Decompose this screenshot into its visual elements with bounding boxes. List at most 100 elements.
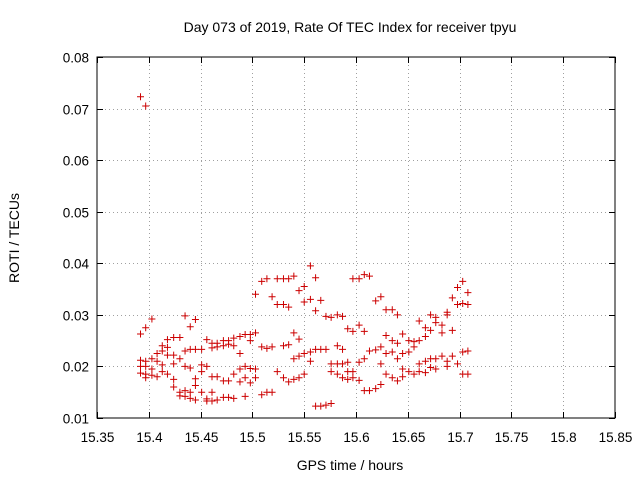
data-point — [421, 333, 429, 341]
data-point — [393, 311, 401, 319]
data-point — [300, 298, 308, 306]
data-point — [427, 326, 435, 334]
data-point — [163, 343, 171, 351]
data-point — [454, 284, 462, 292]
data-point — [230, 342, 238, 350]
data-point — [377, 293, 385, 301]
data-point — [339, 374, 347, 382]
data-point — [236, 350, 244, 358]
data-point — [273, 275, 281, 283]
data-point — [191, 382, 199, 390]
data-point — [327, 360, 335, 368]
data-point — [448, 294, 456, 302]
data-point — [344, 375, 352, 383]
data-point — [339, 345, 347, 353]
data-point — [148, 371, 156, 379]
data-point — [339, 360, 347, 368]
data-point — [344, 358, 352, 366]
data-point — [170, 383, 178, 391]
data-point — [208, 388, 216, 396]
data-point — [448, 352, 456, 360]
data-point — [198, 388, 206, 396]
x-tick-label: 15.85 — [599, 430, 633, 445]
data-point — [464, 347, 472, 355]
y-tick-label: 0.05 — [63, 206, 89, 221]
data-point — [213, 373, 221, 381]
data-point — [225, 340, 233, 348]
data-point — [317, 296, 325, 304]
data-point — [198, 368, 206, 376]
data-point — [258, 277, 266, 285]
data-point — [163, 336, 171, 344]
data-point — [230, 370, 238, 378]
data-point — [327, 368, 335, 376]
data-point — [252, 374, 260, 382]
data-point — [382, 306, 390, 314]
data-point — [203, 362, 211, 370]
data-point — [252, 365, 260, 373]
data-point — [438, 321, 446, 329]
data-point — [399, 365, 407, 373]
data-point — [279, 342, 287, 350]
x-tick-label: 15.5 — [239, 430, 265, 445]
chart-title: Day 073 of 2019, Rate Of TEC Index for r… — [184, 19, 517, 35]
data-point — [137, 93, 145, 101]
data-point — [421, 357, 429, 365]
x-tick-label: 15.7 — [447, 430, 473, 445]
data-point — [153, 350, 161, 358]
data-point — [399, 350, 407, 358]
data-point — [279, 301, 287, 309]
data-point — [213, 343, 221, 351]
data-point — [399, 330, 407, 338]
data-point — [148, 365, 156, 373]
data-point — [365, 347, 373, 355]
x-tick-label: 15.65 — [392, 430, 426, 445]
data-point — [230, 334, 238, 342]
data-point — [388, 337, 396, 345]
data-point — [333, 311, 341, 319]
data-point — [163, 351, 171, 359]
data-point — [312, 307, 320, 315]
data-point — [246, 330, 254, 338]
data-point — [246, 337, 254, 345]
data-point — [306, 357, 314, 365]
data-point — [246, 379, 254, 387]
data-point — [393, 339, 401, 347]
data-point — [176, 334, 184, 342]
data-point — [333, 370, 341, 378]
data-point — [388, 306, 396, 314]
data-point — [427, 363, 435, 371]
y-tick-label: 0.07 — [63, 103, 89, 118]
data-point — [142, 102, 150, 110]
data-point — [415, 337, 423, 345]
data-point — [137, 330, 145, 338]
data-point — [208, 344, 216, 352]
data-point — [241, 374, 249, 382]
data-point — [181, 312, 189, 320]
data-point — [158, 361, 166, 369]
data-point — [186, 364, 194, 372]
data-point — [372, 297, 380, 305]
data-point — [285, 341, 293, 349]
data-point — [295, 335, 303, 343]
y-tick-label: 0.06 — [63, 154, 89, 169]
data-point — [355, 321, 363, 329]
data-point — [241, 362, 249, 370]
data-point — [148, 315, 156, 323]
grid-lines — [97, 57, 615, 418]
data-point — [421, 369, 429, 377]
data-point — [158, 347, 166, 355]
data-point — [236, 365, 244, 373]
data-point — [290, 355, 298, 363]
data-point — [273, 301, 281, 309]
data-point — [355, 275, 363, 283]
data-point — [438, 352, 446, 360]
data-point — [263, 344, 271, 352]
data-point — [181, 392, 189, 400]
data-point — [306, 348, 314, 356]
data-point — [290, 272, 298, 280]
data-point — [208, 397, 216, 405]
data-point — [290, 329, 298, 337]
data-point — [186, 388, 194, 396]
data-point — [443, 362, 451, 370]
